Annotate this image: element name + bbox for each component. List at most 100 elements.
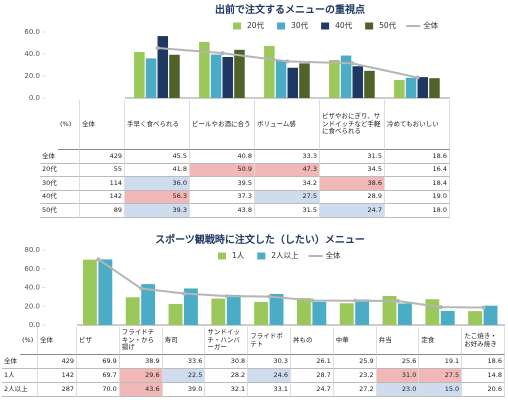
table-header: (%) xyxy=(20,327,38,355)
bar xyxy=(269,293,284,325)
table-value: 16.4 xyxy=(385,163,450,178)
bar xyxy=(98,259,113,325)
table-header: 全体 xyxy=(38,327,77,355)
table-value: 50.9 xyxy=(190,163,255,178)
category-header: ボリューム感 xyxy=(255,100,320,150)
category-header: フライドチキン・から揚げ xyxy=(119,327,163,355)
row-count: 142 xyxy=(80,190,125,205)
bar xyxy=(134,52,145,98)
line-marker xyxy=(96,257,101,262)
line-marker xyxy=(182,291,186,296)
table-value: 33.6 xyxy=(162,355,206,369)
bar xyxy=(141,284,156,325)
bar xyxy=(483,305,498,325)
table-value: 36.0 xyxy=(125,177,190,191)
bar xyxy=(364,70,375,98)
category-header: 弁当 xyxy=(376,327,420,355)
bar xyxy=(210,54,222,98)
table-value: 41.8 xyxy=(125,163,190,178)
line-marker xyxy=(285,59,290,64)
bar xyxy=(254,301,269,325)
table-header: (%) xyxy=(58,100,80,150)
category-header: 冷めてもおいしい xyxy=(385,100,450,150)
table-value: 25.9 xyxy=(333,355,377,369)
bar xyxy=(329,60,340,98)
legend-label: 2人以上 xyxy=(271,251,299,260)
table-value: 45.5 xyxy=(125,150,190,164)
bar xyxy=(168,303,183,325)
table-value: 15.0 xyxy=(419,383,463,397)
chart-title: スポーツ観戦時に注文した（したい）メニュー xyxy=(155,233,365,246)
category-header: ビールやお酒に合う xyxy=(190,100,255,150)
table-value: 47.3 xyxy=(255,163,320,178)
bar xyxy=(264,45,275,98)
table-value: 34.5 xyxy=(320,163,385,178)
table-value: 18.6 xyxy=(385,150,450,164)
legend-swatch xyxy=(218,252,226,260)
legend-swatch xyxy=(365,22,374,30)
table-value: 31.0 xyxy=(376,369,420,383)
bar xyxy=(169,54,180,98)
table-value: 26.1 xyxy=(291,355,334,369)
line-marker xyxy=(396,299,400,303)
table-value: 33.3 xyxy=(255,150,320,164)
table-header: 全体 xyxy=(80,100,125,150)
legend-label: 20代 xyxy=(247,20,265,30)
legend-swatch xyxy=(321,22,330,30)
row-count: 429 xyxy=(80,150,125,164)
row-label: 全体 xyxy=(40,150,80,164)
y-tick-label: 40.0 xyxy=(24,50,40,58)
bar xyxy=(398,303,412,325)
legend-swatch xyxy=(257,252,266,260)
legend-label: 50代 xyxy=(379,20,397,30)
bar xyxy=(296,298,311,325)
line-marker xyxy=(481,305,486,310)
y-tick-label: 0.0 xyxy=(29,94,40,102)
table-value: 24.6 xyxy=(248,369,291,383)
table-value: 18.4 xyxy=(385,177,450,191)
category-header: ピザ xyxy=(77,327,120,355)
y-tick-label: 40.0 xyxy=(24,284,40,292)
table-value: 28.9 xyxy=(320,190,385,205)
category-header: 手早く食べられる xyxy=(125,100,190,150)
legend-label: 40代 xyxy=(335,20,353,30)
bar xyxy=(125,297,140,325)
table-value: 37.3 xyxy=(190,190,255,205)
line-marker xyxy=(267,294,272,299)
row-label: 2人以上 xyxy=(2,383,38,397)
bar xyxy=(226,294,241,325)
table-value: 24.7 xyxy=(291,383,334,397)
table-value: 43.8 xyxy=(190,204,255,218)
line-marker xyxy=(350,61,355,66)
table-value: 32.1 xyxy=(205,383,249,397)
y-tick-label: 60.0 xyxy=(24,28,40,36)
bar xyxy=(339,303,354,325)
table-value: 30.3 xyxy=(248,355,291,369)
row-label: 40代 xyxy=(40,190,80,205)
line xyxy=(97,258,484,309)
table-value: 22.5 xyxy=(162,369,206,383)
table-value: 27.2 xyxy=(333,383,377,397)
line-marker xyxy=(415,75,420,80)
category-header: サンドイッチ・ハンバーガー xyxy=(205,327,249,355)
bar xyxy=(429,78,440,98)
y-tick-label: 0.0 xyxy=(29,321,40,329)
table-value: 34.2 xyxy=(255,177,320,191)
row-count: 55 xyxy=(80,163,125,178)
table-value: 40.8 xyxy=(190,150,255,164)
bar xyxy=(417,77,429,98)
line-marker xyxy=(353,298,358,303)
table-value: 38.6 xyxy=(320,177,385,191)
table-value: 19.0 xyxy=(385,190,450,205)
row-count: 287 xyxy=(38,383,77,397)
line-marker xyxy=(438,305,443,310)
bar xyxy=(355,299,370,325)
legend-label: 全体 xyxy=(423,20,438,30)
table-value: 39.3 xyxy=(125,204,190,218)
table-value: 25.6 xyxy=(376,355,420,369)
row-label: 1人 xyxy=(2,369,38,383)
table-value: 69.7 xyxy=(77,369,120,383)
table-value: 31.5 xyxy=(255,204,320,218)
table-value: 14.8 xyxy=(462,369,505,383)
table-value: 23.2 xyxy=(333,369,377,383)
